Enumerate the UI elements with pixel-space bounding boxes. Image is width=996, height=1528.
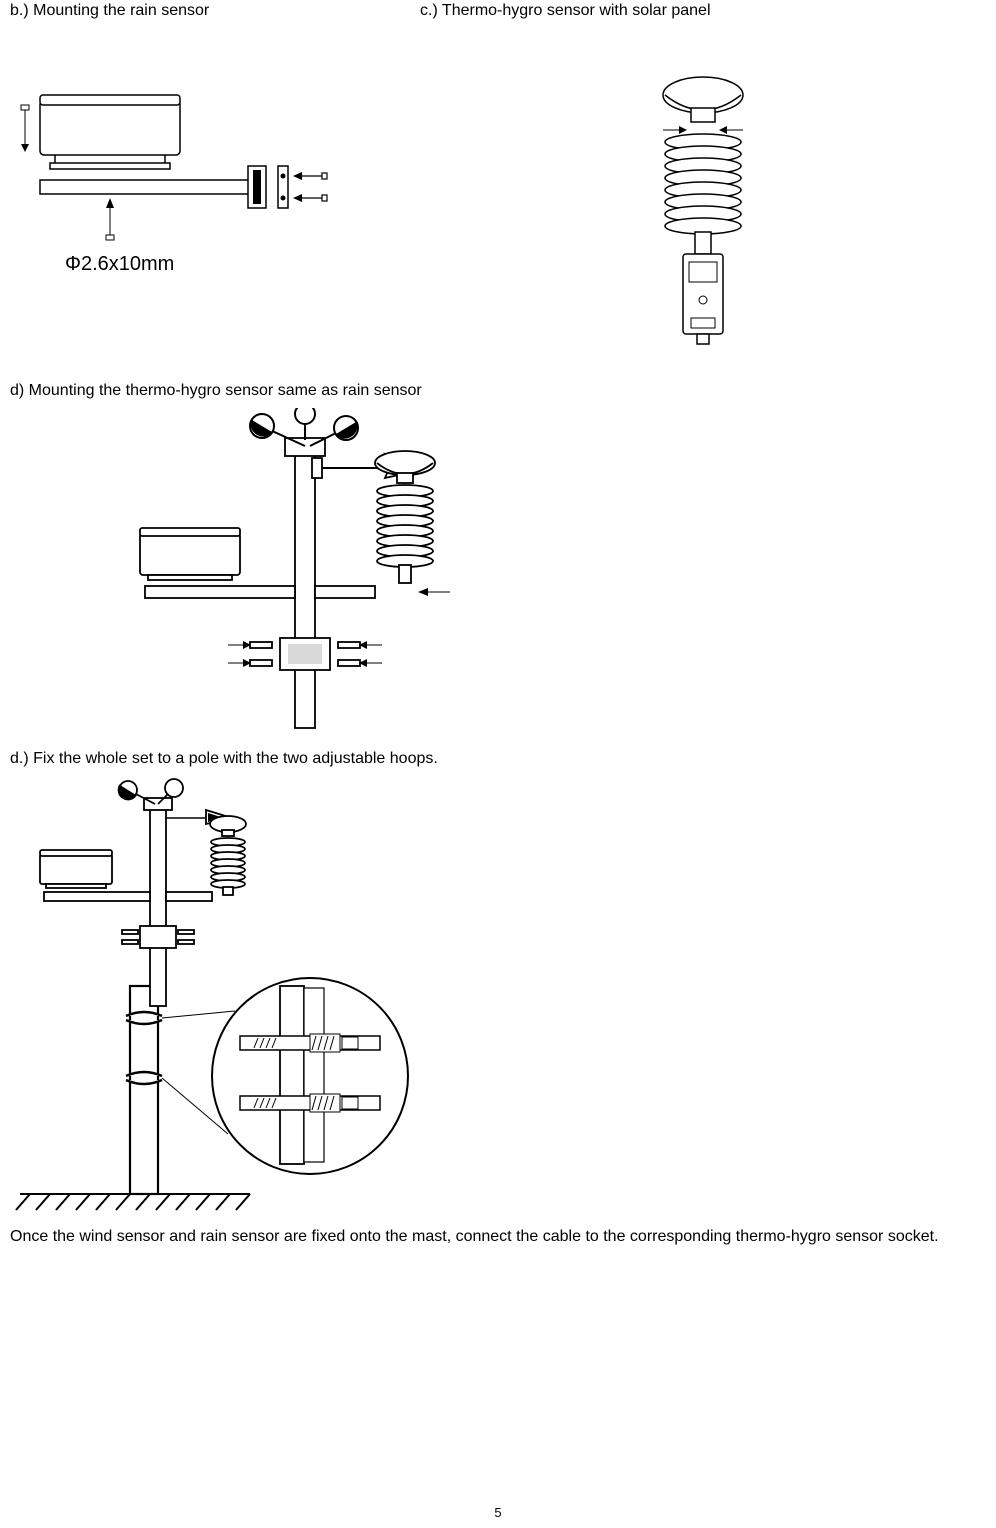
figure-d2-wrap: [10, 776, 986, 1216]
heading-d1: d) Mounting the thermo-hygro sensor same…: [10, 382, 986, 400]
heading-b: b.) Mounting the rain sensor: [10, 2, 420, 20]
figure-d1-wrap: [120, 408, 986, 738]
figure-c-wrap: [420, 70, 986, 370]
figure-c-thermo-hygro: [603, 70, 803, 370]
screw-spec-label: Φ2.6x10mm: [65, 253, 174, 275]
top-headings-row: b.) Mounting the rain sensor c.) Thermo-…: [10, 0, 986, 30]
figure-d2-pole-mount: [10, 776, 430, 1216]
figure-b-wrap: Φ2.6x10mm: [10, 70, 420, 370]
heading-d2: d.) Fix the whole set to a pole with the…: [10, 750, 986, 768]
page-number: 5: [0, 1505, 996, 1520]
top-figures-row: Φ2.6x10mm: [10, 30, 986, 370]
figure-d1-assembly: [120, 408, 490, 738]
footer-paragraph: Once the wind sensor and rain sensor are…: [10, 1228, 986, 1246]
manual-page: b.) Mounting the rain sensor c.) Thermo-…: [0, 0, 996, 1528]
heading-c: c.) Thermo-hygro sensor with solar panel: [420, 2, 986, 20]
figure-b-rain-sensor: Φ2.6x10mm: [10, 70, 330, 320]
